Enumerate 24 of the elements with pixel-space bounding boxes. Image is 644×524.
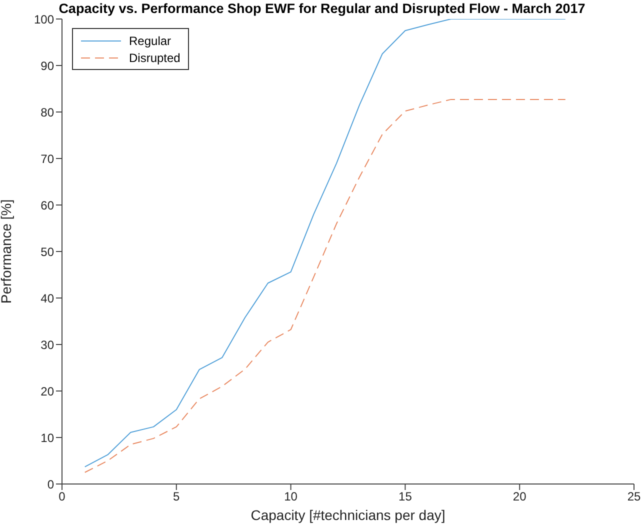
x-tick-label: 0 — [58, 490, 66, 504]
y-tick-label: 10 — [40, 430, 54, 445]
y-tick-label: 30 — [40, 338, 54, 352]
y-axis-title: Performance [%] — [0, 199, 14, 304]
y-tick-label: 0 — [47, 477, 54, 492]
y-tick-label: 100 — [34, 12, 54, 26]
y-tick-label: 50 — [40, 244, 54, 259]
y-tick-label: 90 — [40, 58, 54, 73]
y-tick-label: 80 — [40, 105, 54, 120]
x-tick-label: 15 — [398, 490, 412, 504]
x-tick-label: 20 — [512, 490, 527, 504]
x-tick-label: 25 — [627, 490, 641, 504]
y-tick-label: 60 — [40, 198, 54, 212]
y-tick-label: 20 — [40, 384, 54, 398]
legend-label: Regular — [129, 34, 172, 48]
x-tick-label: 5 — [173, 490, 180, 504]
line-series — [84, 98, 566, 473]
line-series — [84, 19, 566, 468]
chart-title: Capacity vs. Performance Shop EWF for Regular and Disrupted Flow - March 2017 — [58, 1, 586, 16]
y-tick-label: 70 — [40, 152, 54, 166]
x-axis-title: Capacity [#technicians per day] — [250, 507, 446, 523]
legend-label: Disrupted — [129, 50, 180, 64]
y-tick-label: 40 — [40, 291, 54, 306]
x-tick-label: 10 — [284, 490, 298, 504]
